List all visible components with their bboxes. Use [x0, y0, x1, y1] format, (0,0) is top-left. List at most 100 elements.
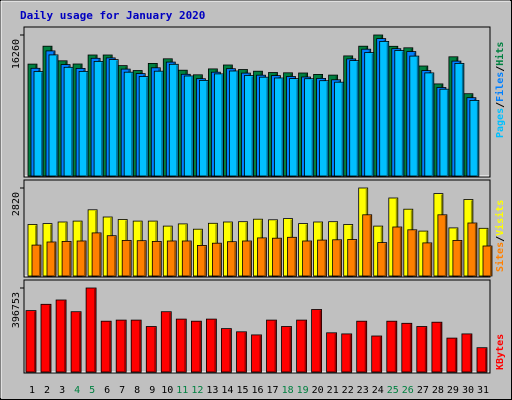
bar-kbytes-day-21	[326, 332, 338, 373]
x-tick-label: 24	[372, 385, 384, 396]
bar-shade-sites-day-22	[354, 240, 357, 276]
bar-shade-sites-day-27	[429, 243, 432, 276]
bar-shade-sites-day-17	[279, 239, 281, 276]
bar-kbytes-day-5	[85, 287, 97, 373]
bar-kbytes-day-18	[281, 326, 292, 373]
x-tick-label: 2	[44, 385, 50, 396]
bar-sites-day-15	[242, 240, 252, 277]
bar-pages-day-26	[409, 55, 420, 177]
bar-shade-pages-day-20	[326, 81, 329, 176]
bar-shade-kbytes-day-16	[259, 335, 261, 372]
bar-shade-pages-day-13	[221, 74, 223, 176]
bar-shade-kbytes-day-25	[394, 322, 397, 372]
bar-shade-pages-day-2	[56, 55, 58, 176]
bar-shade-sites-day-28	[444, 215, 447, 276]
bar-shade-pages-day-16	[266, 78, 268, 176]
legend-sites: Sites	[494, 242, 506, 272]
bar-kbytes-day-30	[461, 333, 473, 373]
bar-kbytes-day-22	[341, 333, 353, 373]
bar-shade-sites-day-7	[129, 241, 131, 276]
bar-shade-kbytes-day-6	[109, 322, 111, 372]
bar-shade-pages-day-3	[71, 68, 73, 176]
bar-shade-pages-day-24	[386, 42, 389, 177]
chart-title: Daily usage for January 2020	[20, 9, 205, 22]
bar-shade-pages-day-17	[281, 79, 283, 176]
bar-shade-kbytes-day-13	[214, 320, 216, 372]
bar-sites-day-30	[467, 222, 478, 277]
bar-shade-pages-day-8	[146, 77, 148, 176]
bar-pages-day-12	[198, 80, 209, 177]
bar-kbytes-day-14	[220, 328, 232, 373]
bar-sites-day-7	[121, 239, 132, 277]
bar-pages-day-2	[48, 54, 59, 177]
bar-shade-kbytes-day-24	[379, 337, 382, 372]
bar-kbytes-day-24	[371, 335, 383, 373]
legend-separator: /	[495, 102, 506, 108]
bar-sites-day-9	[151, 240, 162, 277]
bar-shade-kbytes-day-5	[94, 289, 96, 372]
bar-pages-day-6	[108, 59, 119, 177]
bar-shade-sites-day-20	[324, 241, 327, 276]
bar-shade-kbytes-day-1	[34, 311, 36, 372]
x-tick-label: 31	[477, 385, 489, 396]
bar-shade-pages-day-22	[356, 61, 359, 176]
bar-sites-day-8	[136, 240, 147, 277]
x-tick-label: 29	[447, 385, 459, 396]
x-tick-label: 28	[432, 385, 444, 396]
bar-kbytes-day-6	[100, 320, 112, 373]
x-tick-label: 22	[342, 385, 354, 396]
bar-shade-sites-day-31	[490, 247, 492, 276]
bar-shade-kbytes-day-26	[409, 324, 412, 372]
bar-shade-sites-day-12	[204, 246, 206, 276]
bar-shade-kbytes-day-7	[124, 321, 126, 372]
x-tick-label: 26	[402, 385, 414, 396]
bar-shade-pages-day-21	[341, 83, 344, 176]
bar-shade-pages-day-5	[101, 62, 103, 176]
x-tick-label: 1	[29, 385, 35, 396]
bar-sites-day-28	[437, 214, 448, 277]
bar-kbytes-day-26	[401, 322, 413, 373]
bar-kbytes-day-7	[115, 319, 127, 373]
bar-shade-sites-day-18	[294, 238, 296, 276]
bar-pages-day-5	[93, 61, 104, 177]
x-tick-label: 4	[74, 385, 80, 396]
bar-shade-kbytes-day-29	[454, 339, 457, 372]
bar-shade-sites-day-19	[309, 242, 312, 276]
bar-shade-pages-day-12	[206, 81, 208, 176]
bar-kbytes-day-13	[205, 318, 217, 373]
bar-sites-day-25	[392, 226, 403, 277]
bar-shade-pages-day-27	[431, 73, 434, 176]
bar-kbytes-day-29	[446, 337, 458, 373]
x-tick-label: 13	[206, 385, 218, 396]
bar-kbytes-day-27	[416, 326, 428, 373]
bar-shade-pages-day-25	[401, 51, 404, 176]
x-tick-label: 3	[59, 385, 65, 396]
legend-visits: Visits	[494, 200, 506, 236]
x-tick-label: 19	[297, 385, 309, 396]
bar-shade-pages-day-18	[296, 79, 298, 176]
bar-shade-sites-day-1	[39, 246, 41, 276]
bar-shade-pages-day-15	[251, 76, 253, 176]
x-tick-label: 15	[236, 385, 248, 396]
bar-kbytes-day-17	[266, 319, 277, 373]
bar-sites-day-14	[226, 241, 237, 277]
bar-sites-day-18	[287, 236, 297, 277]
bar-shade-kbytes-day-18	[289, 327, 291, 372]
bar-shade-sites-day-9	[159, 242, 161, 276]
panel-3-max-label: 396753	[11, 292, 22, 328]
bar-shade-kbytes-day-8	[139, 321, 141, 372]
bar-kbytes-day-11	[175, 318, 187, 373]
bar-sites-day-11	[181, 240, 192, 277]
bar-shade-sites-day-15	[249, 242, 251, 276]
bar-marks	[25, 34, 493, 373]
bar-sites-day-10	[166, 240, 177, 277]
bar-shade-kbytes-day-23	[364, 322, 367, 372]
bar-shade-kbytes-day-11	[184, 320, 186, 372]
bar-sites-day-4	[76, 240, 87, 277]
legend-separator: /	[495, 236, 506, 242]
bar-shade-kbytes-day-12	[199, 322, 201, 372]
x-tick-label: 11	[176, 385, 188, 396]
bar-shade-pages-day-9	[161, 72, 163, 176]
bar-kbytes-day-20	[311, 309, 323, 373]
